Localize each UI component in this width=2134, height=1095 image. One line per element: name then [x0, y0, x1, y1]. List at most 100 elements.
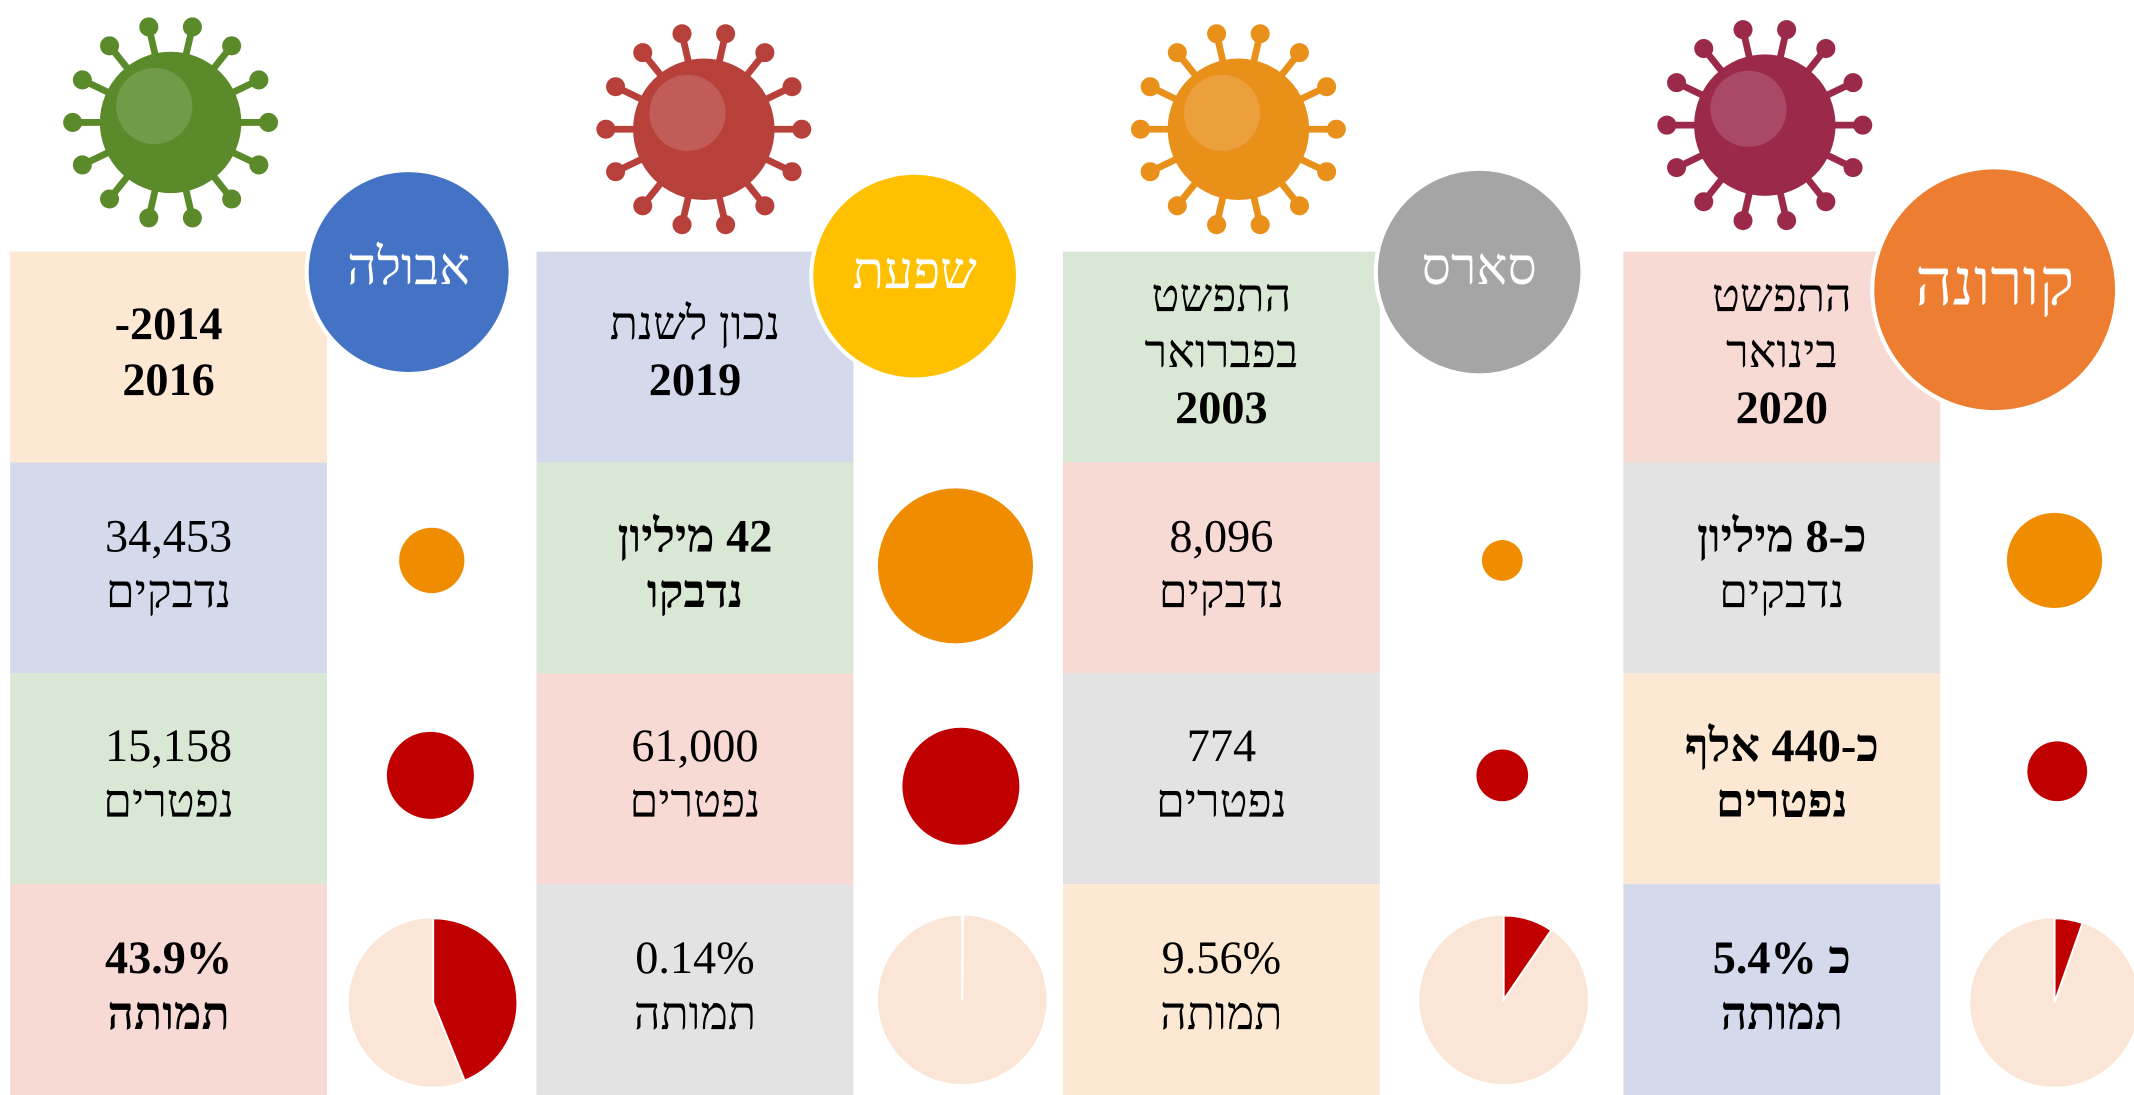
virus-shade — [1183, 74, 1261, 151]
pie-background — [1970, 918, 2134, 1087]
cases-cell — [10, 462, 328, 674]
cases-cell — [1623, 462, 1941, 674]
virus-body — [1694, 54, 1836, 196]
deaths-dot — [1476, 749, 1529, 802]
header-text: נכון לשנת — [610, 299, 780, 350]
virus-knob — [1289, 43, 1309, 63]
virus-knob — [1130, 119, 1150, 139]
virus-knob — [755, 43, 775, 63]
deaths-cell — [1623, 673, 1941, 885]
mortality-text: כ 5.4% — [1713, 933, 1851, 984]
header-text: 2003 — [1175, 383, 1267, 434]
virus-shade — [1710, 70, 1787, 147]
virus-knob — [716, 24, 736, 44]
virus-knob — [100, 36, 120, 56]
virus-body — [633, 58, 775, 200]
virus-knob — [1326, 119, 1346, 139]
virus-name: אבולה — [347, 239, 470, 296]
virus-knob — [63, 112, 83, 132]
virus-shade — [116, 68, 193, 145]
virus-knob — [606, 162, 626, 182]
virus-knob — [1657, 115, 1677, 135]
cases-cell — [1062, 462, 1380, 674]
virus-shade — [649, 74, 726, 151]
deaths-text: 15,158 — [105, 721, 232, 772]
deaths-dot — [386, 731, 474, 819]
virus-knob — [606, 77, 626, 97]
deaths-cell — [1062, 673, 1380, 885]
virus-knob — [672, 215, 692, 235]
mortality-text: 9.56% — [1162, 933, 1281, 984]
deaths-text: נפטרים — [630, 777, 761, 828]
virus-knob — [672, 24, 692, 44]
virus-knob — [792, 119, 812, 139]
virus-knob — [1777, 20, 1797, 40]
virus-knob — [1289, 196, 1309, 216]
virus-knob — [72, 70, 92, 90]
virus-knob — [1167, 43, 1187, 63]
pie-slice — [2053, 917, 2084, 1003]
virus-knob — [1694, 39, 1714, 59]
virus-knob — [1843, 158, 1863, 178]
virus-knob — [139, 208, 159, 228]
virus-knob — [633, 43, 653, 63]
header-cell — [10, 251, 328, 463]
virus-name: סארס — [1422, 239, 1537, 296]
header-text: 2019 — [649, 355, 741, 406]
virus-body — [1167, 58, 1310, 200]
virus-knob — [100, 189, 120, 209]
virus-knob — [1140, 162, 1160, 182]
virus-name: שפעת — [852, 243, 977, 300]
virus-knob — [222, 36, 242, 56]
mortality-text: 43.9% — [105, 933, 232, 984]
pie-slice — [432, 917, 519, 1083]
virus-knob — [1317, 77, 1337, 97]
mortality-text: תמותה — [1160, 989, 1282, 1040]
virus-knob — [1777, 211, 1797, 231]
deaths-text: 774 — [1187, 721, 1256, 772]
deaths-dot — [902, 727, 1020, 845]
cases-text: כ-8 מיליון — [1697, 511, 1867, 562]
cases-dot — [1481, 540, 1523, 581]
header-text: בפברואר — [1144, 327, 1298, 378]
virus-knob — [1250, 24, 1270, 44]
mortality-text: תמותה — [1721, 989, 1843, 1040]
virus-knob — [782, 162, 802, 182]
virus-knob — [139, 17, 159, 37]
virus-knob — [755, 196, 775, 216]
virus-knob — [1733, 20, 1753, 40]
virus-name: קורונה — [1915, 248, 2074, 320]
virus-knob — [1816, 192, 1836, 212]
header-text: 2014- — [115, 299, 223, 350]
mortality-text: תמותה — [634, 989, 756, 1040]
virus-icon — [596, 24, 812, 235]
virus-knob — [596, 119, 616, 139]
header-text: 2020 — [1736, 383, 1828, 434]
virus-knob — [1694, 192, 1714, 212]
name-circle — [1373, 166, 1585, 378]
virus-icon — [1130, 24, 1346, 235]
virus-knob — [249, 70, 269, 90]
cases-dot — [2006, 512, 2103, 609]
header-text: 2016 — [122, 355, 214, 406]
cases-cell — [536, 462, 854, 674]
deaths-dot — [2027, 741, 2088, 802]
virus-knob — [782, 77, 802, 97]
deaths-text: 61,000 — [631, 721, 758, 772]
mortality-text: תמותה — [107, 989, 229, 1040]
header-cell — [1062, 251, 1380, 463]
pie-slice — [1502, 914, 1553, 1004]
cases-text: 8,096 — [1169, 511, 1273, 562]
virus-body — [99, 51, 242, 194]
header-cell — [536, 251, 854, 463]
virus-knob — [1733, 211, 1753, 231]
virus-knob — [1667, 73, 1687, 93]
virus-knob — [249, 155, 269, 175]
virus-knob — [1207, 24, 1227, 44]
virus-knob — [1250, 215, 1270, 235]
cases-text: נדבקים — [1159, 567, 1284, 618]
virus-knob — [1816, 39, 1836, 59]
virus-knob — [182, 208, 202, 228]
virus-knob — [1207, 215, 1227, 235]
